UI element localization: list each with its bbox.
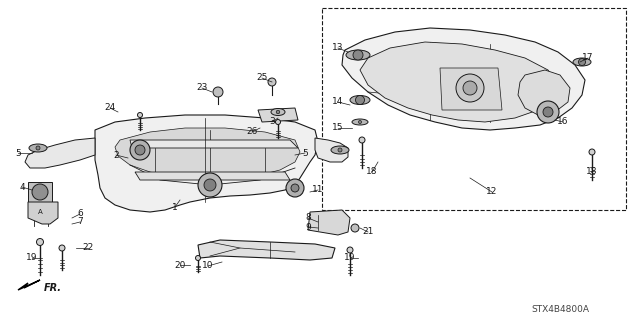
Polygon shape [518, 70, 570, 115]
Text: 25: 25 [256, 73, 268, 83]
Circle shape [195, 256, 200, 261]
Ellipse shape [271, 108, 285, 115]
Circle shape [353, 50, 363, 60]
Text: 10: 10 [202, 262, 214, 271]
Polygon shape [342, 28, 585, 130]
Ellipse shape [29, 144, 47, 152]
Text: 5: 5 [302, 149, 308, 158]
Circle shape [359, 137, 365, 143]
Circle shape [580, 60, 584, 64]
Circle shape [291, 184, 299, 192]
Circle shape [135, 145, 145, 155]
Polygon shape [95, 115, 318, 212]
Text: 22: 22 [83, 243, 93, 253]
Polygon shape [28, 202, 58, 224]
Text: 7: 7 [77, 218, 83, 226]
Text: 9: 9 [305, 222, 311, 232]
Circle shape [268, 78, 276, 86]
Polygon shape [130, 140, 298, 148]
Polygon shape [18, 280, 40, 290]
Circle shape [543, 107, 553, 117]
Polygon shape [198, 240, 335, 260]
Circle shape [36, 239, 44, 246]
Text: 18: 18 [586, 167, 598, 176]
Text: 21: 21 [362, 227, 374, 236]
Circle shape [198, 173, 222, 197]
Circle shape [347, 247, 353, 253]
Bar [322, 8, 626, 210]
Circle shape [355, 95, 365, 105]
Text: STX4B4800A: STX4B4800A [531, 306, 589, 315]
Text: 4: 4 [19, 182, 25, 191]
Text: A: A [38, 209, 42, 215]
Circle shape [456, 74, 484, 102]
Text: 11: 11 [312, 186, 324, 195]
Text: 19: 19 [26, 254, 38, 263]
Text: 1: 1 [172, 203, 178, 211]
Circle shape [59, 245, 65, 251]
Text: 8: 8 [305, 213, 311, 222]
Circle shape [276, 110, 280, 114]
Text: 5: 5 [15, 149, 21, 158]
Ellipse shape [350, 95, 370, 105]
Polygon shape [25, 138, 95, 168]
Polygon shape [308, 210, 350, 235]
Ellipse shape [352, 119, 368, 125]
Text: 23: 23 [196, 84, 208, 93]
Circle shape [579, 58, 586, 65]
Text: 15: 15 [332, 123, 344, 132]
Circle shape [351, 224, 359, 232]
Text: 19: 19 [344, 254, 356, 263]
Text: FR.: FR. [44, 283, 62, 293]
Circle shape [358, 121, 362, 123]
Polygon shape [28, 182, 52, 202]
Circle shape [275, 120, 280, 124]
Circle shape [463, 81, 477, 95]
Circle shape [204, 179, 216, 191]
Polygon shape [315, 138, 348, 162]
Text: 16: 16 [557, 117, 569, 127]
Polygon shape [360, 42, 558, 122]
Circle shape [589, 149, 595, 155]
Circle shape [32, 184, 48, 200]
Circle shape [358, 98, 362, 102]
Text: 17: 17 [582, 54, 594, 63]
Circle shape [537, 101, 559, 123]
Ellipse shape [573, 58, 591, 66]
Text: 20: 20 [174, 261, 186, 270]
Polygon shape [440, 68, 502, 110]
Polygon shape [135, 172, 290, 180]
Circle shape [138, 113, 143, 117]
Circle shape [36, 146, 40, 150]
Text: 3: 3 [269, 117, 275, 127]
Circle shape [355, 53, 360, 57]
Text: 24: 24 [104, 103, 116, 113]
Polygon shape [258, 108, 298, 122]
Polygon shape [115, 128, 300, 178]
Ellipse shape [331, 146, 349, 154]
Circle shape [338, 148, 342, 152]
Text: 13: 13 [332, 43, 344, 53]
Text: 12: 12 [486, 188, 498, 197]
Text: 14: 14 [332, 98, 344, 107]
Text: 26: 26 [246, 128, 258, 137]
Circle shape [130, 140, 150, 160]
Ellipse shape [346, 50, 370, 60]
Text: 6: 6 [77, 210, 83, 219]
Text: 2: 2 [113, 151, 119, 160]
Circle shape [213, 87, 223, 97]
Text: 18: 18 [366, 167, 378, 176]
Circle shape [286, 179, 304, 197]
